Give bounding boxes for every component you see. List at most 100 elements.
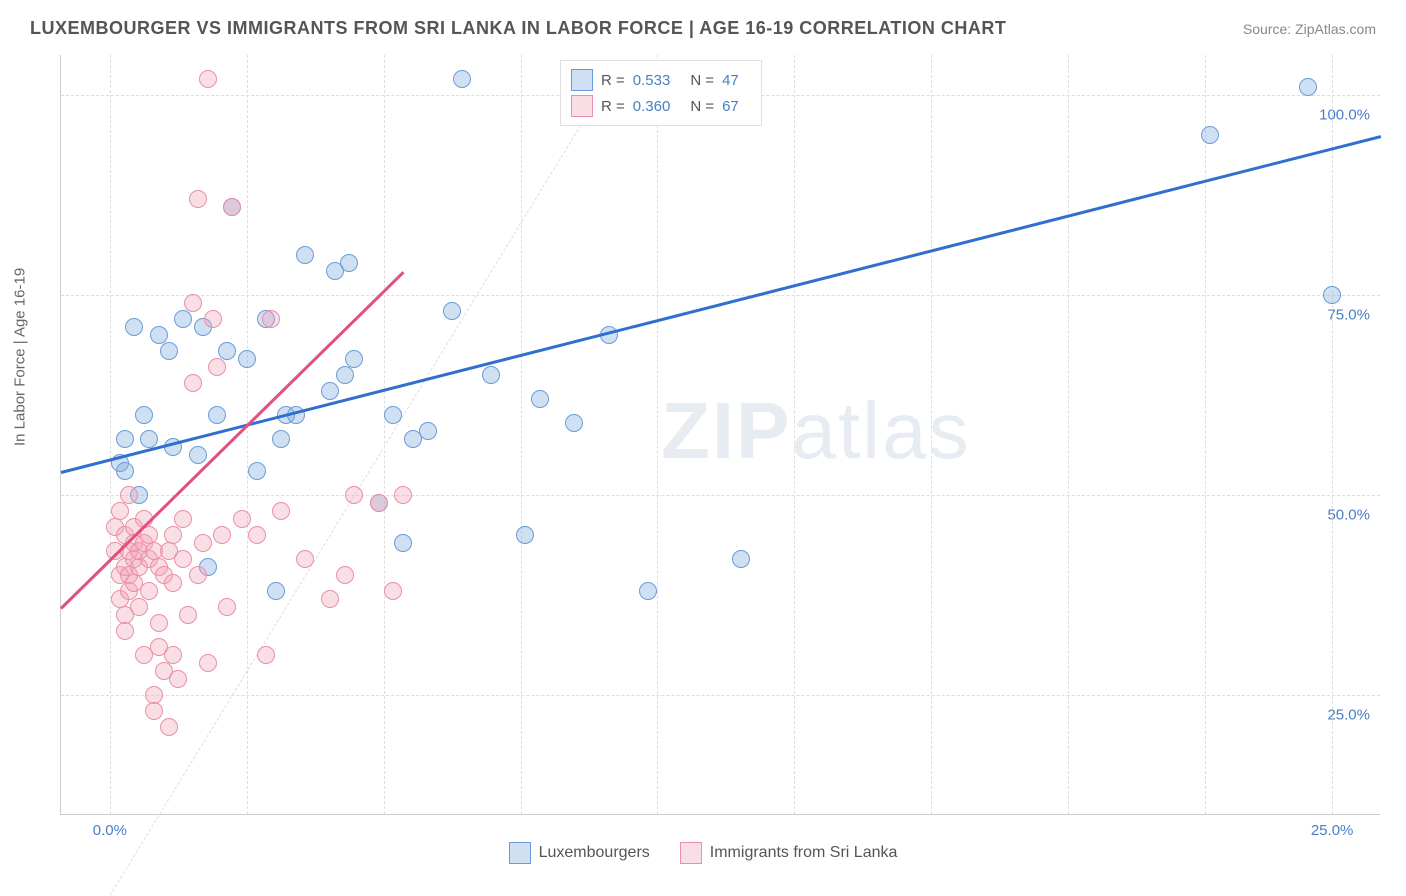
yaxis-label: In Labor Force | Age 16-19	[12, 268, 29, 446]
data-point-sri	[296, 550, 314, 568]
data-point-lux	[516, 526, 534, 544]
data-point-lux	[272, 430, 290, 448]
legend-swatch-lux	[509, 842, 531, 864]
data-point-sri	[345, 486, 363, 504]
gridline-v	[247, 55, 248, 814]
ytick-label: 75.0%	[1327, 307, 1370, 324]
data-point-sri	[336, 566, 354, 584]
watermark: ZIPatlas	[661, 385, 970, 477]
data-point-sri	[233, 510, 251, 528]
data-point-lux	[443, 302, 461, 320]
data-point-sri	[189, 566, 207, 584]
legend-swatch-lux	[571, 69, 593, 91]
trend-line-sri	[60, 271, 404, 609]
gridline-v	[794, 55, 795, 814]
gridline-h	[61, 295, 1380, 296]
data-point-lux	[135, 406, 153, 424]
trend-line-lux	[61, 135, 1382, 474]
data-point-sri	[370, 494, 388, 512]
data-point-sri	[194, 534, 212, 552]
gridline-v	[931, 55, 932, 814]
data-point-lux	[296, 246, 314, 264]
gridline-v	[384, 55, 385, 814]
legend-series-item-sri: Immigrants from Sri Lanka	[680, 842, 898, 864]
data-point-sri	[140, 582, 158, 600]
data-point-sri	[164, 526, 182, 544]
data-point-lux	[565, 414, 583, 432]
data-point-sri	[394, 486, 412, 504]
chart-title: LUXEMBOURGER VS IMMIGRANTS FROM SRI LANK…	[30, 18, 1006, 39]
xtick-label: 0.0%	[93, 822, 127, 839]
data-point-lux	[482, 366, 500, 384]
data-point-sri	[248, 526, 266, 544]
data-point-lux	[116, 462, 134, 480]
title-bar: LUXEMBOURGER VS IMMIGRANTS FROM SRI LANK…	[30, 18, 1376, 39]
data-point-lux	[321, 382, 339, 400]
data-point-lux	[1201, 126, 1219, 144]
gridline-v	[521, 55, 522, 814]
data-point-sri	[130, 598, 148, 616]
data-point-sri	[213, 526, 231, 544]
data-point-lux	[419, 422, 437, 440]
data-point-lux	[218, 342, 236, 360]
r-label: R =	[601, 72, 625, 89]
data-point-sri	[184, 294, 202, 312]
n-label: N =	[690, 98, 714, 115]
data-point-sri	[150, 614, 168, 632]
data-point-lux	[531, 390, 549, 408]
r-value: 0.360	[633, 98, 671, 115]
gridline-h	[61, 495, 1380, 496]
data-point-sri	[160, 718, 178, 736]
n-value: 67	[722, 98, 739, 115]
gridline-v	[110, 55, 111, 814]
data-point-lux	[238, 350, 256, 368]
data-point-lux	[384, 406, 402, 424]
data-point-lux	[639, 582, 657, 600]
legend-series-item-lux: Luxembourgers	[509, 842, 650, 864]
data-point-sri	[169, 670, 187, 688]
data-point-sri	[223, 198, 241, 216]
data-point-lux	[208, 406, 226, 424]
plot-area: ZIPatlas 25.0%50.0%75.0%100.0%0.0%25.0%	[60, 55, 1380, 815]
data-point-lux	[140, 430, 158, 448]
data-point-sri	[164, 646, 182, 664]
data-point-lux	[150, 326, 168, 344]
data-point-sri	[189, 190, 207, 208]
data-point-sri	[199, 70, 217, 88]
data-point-sri	[218, 598, 236, 616]
data-point-lux	[1299, 78, 1317, 96]
data-point-lux	[1323, 286, 1341, 304]
gridline-v	[1332, 55, 1333, 814]
data-point-sri	[199, 654, 217, 672]
ytick-label: 50.0%	[1327, 507, 1370, 524]
data-point-sri	[321, 590, 339, 608]
data-point-sri	[164, 574, 182, 592]
data-point-sri	[179, 606, 197, 624]
ytick-label: 25.0%	[1327, 707, 1370, 724]
data-point-sri	[111, 502, 129, 520]
gridline-h	[61, 695, 1380, 696]
legend-swatch-sri	[680, 842, 702, 864]
gridline-v	[1205, 55, 1206, 814]
xtick-label: 25.0%	[1311, 822, 1354, 839]
legend-stats-row-lux: R = 0.533N = 47	[571, 67, 751, 93]
legend-series: Luxembourgers Immigrants from Sri Lanka	[0, 842, 1406, 864]
data-point-sri	[174, 510, 192, 528]
data-point-sri	[116, 622, 134, 640]
data-point-lux	[248, 462, 266, 480]
data-point-lux	[267, 582, 285, 600]
data-point-lux	[453, 70, 471, 88]
n-value: 47	[722, 72, 739, 89]
gridline-v	[657, 55, 658, 814]
data-point-lux	[345, 350, 363, 368]
data-point-lux	[125, 318, 143, 336]
data-point-lux	[732, 550, 750, 568]
data-point-lux	[340, 254, 358, 272]
data-point-sri	[174, 550, 192, 568]
data-point-lux	[394, 534, 412, 552]
data-point-sri	[208, 358, 226, 376]
data-point-sri	[257, 646, 275, 664]
legend-swatch-sri	[571, 95, 593, 117]
data-point-sri	[184, 374, 202, 392]
data-point-lux	[174, 310, 192, 328]
